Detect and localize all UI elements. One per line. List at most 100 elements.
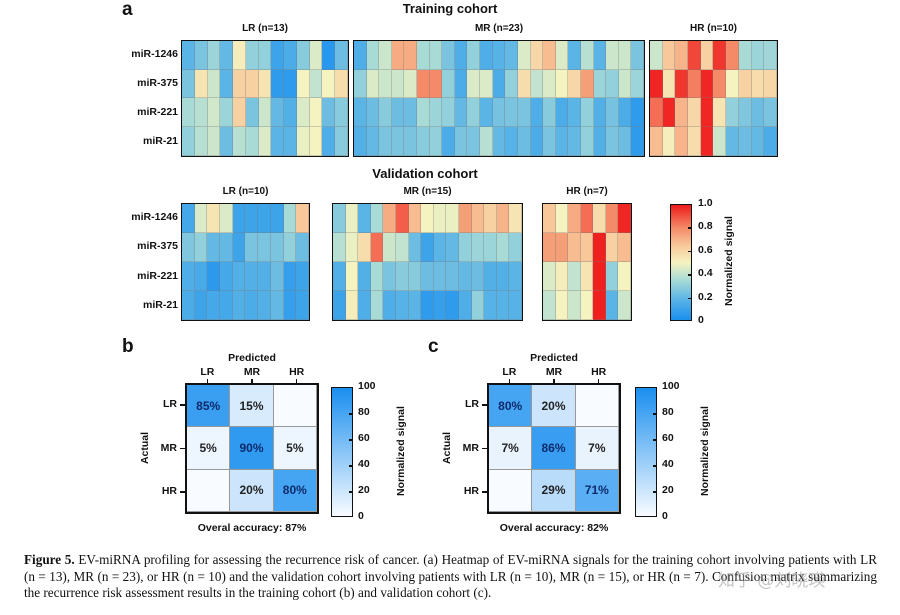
heatmap-cell xyxy=(421,262,434,291)
colorbar-tick-label: 20 xyxy=(358,484,370,496)
heatmap-cell xyxy=(618,69,632,99)
heatmap-cell xyxy=(391,41,405,70)
matrix-cell xyxy=(575,385,619,428)
heatmap-cell xyxy=(484,204,497,233)
heatmap-cell xyxy=(568,262,581,291)
heatmap-cell xyxy=(270,233,284,262)
colorbar-tick-mark xyxy=(688,227,692,229)
heatmap-cell xyxy=(207,262,221,291)
heatmap-cell xyxy=(751,41,765,70)
heatmap-cell xyxy=(543,291,556,320)
heatmap-cell xyxy=(496,291,510,320)
heatmap-cell xyxy=(245,262,259,291)
heatmap-cell xyxy=(764,41,777,70)
heatmap-cell xyxy=(182,233,195,262)
heatmap-cell xyxy=(492,41,506,70)
heatmap-cell xyxy=(383,204,396,233)
heatmap-cell xyxy=(296,262,309,291)
heatmap-cell xyxy=(408,204,422,233)
heatmap-cell xyxy=(207,98,221,128)
heatmap-cell xyxy=(271,98,285,128)
matrix-cell: 5% xyxy=(187,427,231,470)
heatmap-cell xyxy=(618,233,631,262)
panel-b-label: b xyxy=(122,336,134,357)
heatmap-cell xyxy=(271,41,285,70)
colorbar-tick-label: 100 xyxy=(358,380,376,392)
heatmap-cell xyxy=(618,41,632,70)
heatmap-cell xyxy=(484,233,497,262)
row-label: miR-1246 xyxy=(131,210,178,223)
heatmap-cell xyxy=(271,69,285,99)
matrix-colorbar-label: Normalized signal xyxy=(699,406,711,496)
heatmap-cell xyxy=(283,262,297,291)
heatmap-cell xyxy=(417,98,430,128)
heatmap-group-1 xyxy=(332,203,523,321)
heatmap-cell xyxy=(370,291,384,320)
heatmap-cell xyxy=(421,204,434,233)
heatmap-cell xyxy=(270,204,284,233)
caption-text: EV-miRNA profiling for assessing the rec… xyxy=(24,552,878,600)
heatmap-cell xyxy=(383,291,396,320)
heatmap-cell xyxy=(505,127,518,156)
heatmap-cell xyxy=(505,41,518,70)
group-label: MR (n=23) xyxy=(474,23,524,34)
heatmap-cell xyxy=(593,291,606,320)
heatmap-cell xyxy=(258,69,272,99)
heatmap-cell xyxy=(194,204,208,233)
heatmap-cell xyxy=(496,204,510,233)
heatmap-cell xyxy=(220,291,233,320)
heatmap-cell xyxy=(618,98,632,128)
heatmap-cell xyxy=(700,127,714,156)
heatmap-cell xyxy=(459,204,472,233)
heatmap-cell xyxy=(258,233,271,262)
row-label: miR-221 xyxy=(137,106,178,118)
y-tick-mark xyxy=(180,404,185,406)
heatmap-cell xyxy=(662,127,676,156)
heatmap-cell xyxy=(459,262,472,291)
heatmap-cell xyxy=(283,233,297,262)
heatmap-cell xyxy=(358,262,371,291)
heatmap-cell xyxy=(258,98,272,128)
heatmap-cell xyxy=(517,98,531,128)
x-category-label: MR xyxy=(545,366,563,378)
matrix-cell: 20% xyxy=(532,385,576,428)
heatmap-cell xyxy=(454,41,468,70)
heatmap-cell xyxy=(354,41,367,70)
heatmap-cell xyxy=(517,127,531,156)
heatmap-cell xyxy=(335,69,348,99)
heatmap-cell xyxy=(713,98,727,128)
heatmap-cell xyxy=(593,233,606,262)
heatmap-cell xyxy=(650,41,663,70)
watermark: 知乎 @刘晓瑛 xyxy=(718,571,826,591)
heatmap-cell xyxy=(258,204,271,233)
actual-axis-label: Actual xyxy=(441,431,453,464)
colorbar-tick-mark xyxy=(349,491,353,493)
heatmap-cell xyxy=(194,233,208,262)
heatmap-cell xyxy=(675,41,689,70)
heatmap-cell xyxy=(220,98,234,128)
row-label: miR-375 xyxy=(137,76,178,89)
heatmap-cell xyxy=(764,98,777,128)
heatmap-cell xyxy=(631,127,644,156)
heatmap-cell xyxy=(429,69,443,99)
heatmap-cell xyxy=(593,204,606,233)
heatmap-group-0 xyxy=(181,40,349,157)
heatmap-cell xyxy=(296,98,310,128)
colorbar-tick-label: 0 xyxy=(358,510,364,522)
heatmap-cell xyxy=(194,262,208,291)
heatmap-cell xyxy=(480,127,493,156)
heatmap-cell xyxy=(662,41,676,70)
y-tick-mark xyxy=(180,491,185,493)
heatmap-cell xyxy=(433,204,447,233)
heatmap-cell xyxy=(454,98,468,128)
matrix-cell: 85% xyxy=(187,385,231,428)
heatmap-cell xyxy=(270,291,284,320)
heatmap-group-2 xyxy=(542,203,632,321)
heatmap-cell xyxy=(232,233,246,262)
heatmap-cell xyxy=(245,291,259,320)
heatmap-cell xyxy=(220,233,233,262)
heatmap-cell xyxy=(480,41,493,70)
matrix-cell xyxy=(273,385,317,428)
y-tick-mark xyxy=(482,404,487,406)
heatmap-cell xyxy=(207,291,221,320)
